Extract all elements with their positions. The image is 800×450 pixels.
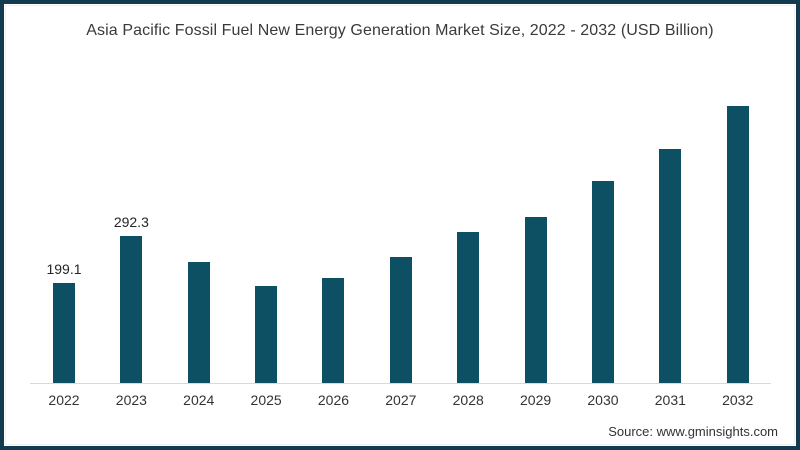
x-tick-label-2029: 2029 bbox=[520, 392, 552, 408]
x-tick-label-2027: 2027 bbox=[385, 392, 417, 408]
bar-2029 bbox=[524, 217, 547, 383]
x-tick-label-2030: 2030 bbox=[587, 392, 619, 408]
bar-2030 bbox=[591, 181, 614, 383]
x-tick-label-2032: 2032 bbox=[722, 392, 754, 408]
x-tick-label-2023: 2023 bbox=[115, 392, 147, 408]
bar-2027 bbox=[389, 257, 412, 383]
x-tick-label-2024: 2024 bbox=[183, 392, 215, 408]
bar-2024 bbox=[187, 262, 210, 383]
bar-value-label-2022: 199.1 bbox=[46, 261, 82, 277]
x-tick-label-2025: 2025 bbox=[250, 392, 282, 408]
x-tick-label-2026: 2026 bbox=[317, 392, 350, 408]
x-axis-line bbox=[30, 383, 771, 384]
bar-2022 bbox=[53, 283, 75, 383]
x-tick-label-2031: 2031 bbox=[654, 392, 686, 408]
x-tick-label-2028: 2028 bbox=[452, 392, 484, 408]
bar-2023 bbox=[120, 236, 143, 383]
source-attribution: Source: www.gminsights.com bbox=[608, 424, 778, 439]
bar-2026 bbox=[322, 278, 345, 383]
chart-title: Asia Pacific Fossil Fuel New Energy Gene… bbox=[86, 22, 714, 39]
bar-2028 bbox=[457, 232, 480, 383]
bar-2031 bbox=[659, 149, 682, 383]
x-tick-label-2022: 2022 bbox=[48, 392, 80, 408]
bar-2025 bbox=[255, 286, 278, 383]
bar-2032 bbox=[726, 106, 749, 383]
bar-value-label-2023: 292.3 bbox=[113, 214, 149, 230]
